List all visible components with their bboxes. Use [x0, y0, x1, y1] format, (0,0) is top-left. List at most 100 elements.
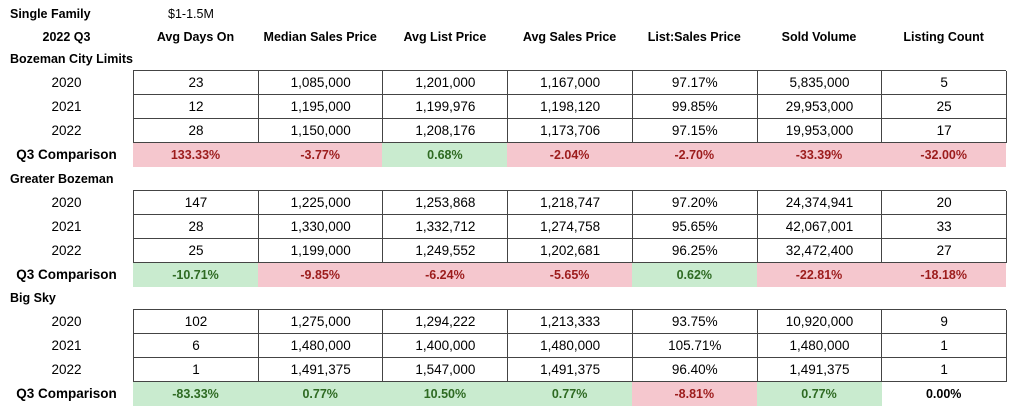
comparison-cell: 0.68% — [382, 143, 508, 167]
table-cell: 1,208,176 — [382, 119, 508, 143]
column-header: Sold Volume — [781, 30, 857, 44]
table-cell: 1,195,000 — [257, 95, 383, 119]
column-header: List:Sales Price — [647, 30, 741, 44]
column-header: Avg Sales Price — [522, 30, 617, 44]
comparison-cell: -2.04% — [507, 143, 633, 167]
table-cell: 1,330,000 — [257, 215, 383, 239]
comparison-cell: 133.33% — [133, 143, 258, 167]
table-cell: 32,472,400 — [756, 239, 882, 263]
table-cell: 1,150,000 — [257, 119, 383, 143]
table-cell: 17 — [881, 119, 1008, 143]
comparison-cell: -6.24% — [382, 263, 508, 287]
table-cell: 1,225,000 — [257, 191, 383, 215]
table-cell: 1,201,000 — [382, 71, 508, 95]
table-cell: 1 — [881, 334, 1008, 358]
table-cell: 1,173,706 — [507, 119, 633, 143]
table-cell: 1,480,000 — [756, 334, 882, 358]
table-cell: 5 — [881, 71, 1008, 95]
comparison-cell: 10.50% — [382, 382, 508, 406]
year-label: 2021 — [51, 99, 82, 114]
year-label: 2022 — [51, 362, 82, 377]
table-cell: 1,218,747 — [507, 191, 633, 215]
table-cell: 93.75% — [631, 310, 757, 334]
table-cell: 12 — [133, 95, 258, 119]
comparison-cell: -5.65% — [507, 263, 633, 287]
table-cell: 28 — [133, 215, 258, 239]
section-label: Greater Bozeman — [10, 172, 114, 186]
table-row: 2022 25 1,199,000 1,249,552 1,202,681 96.25% 3… — [0, 239, 1008, 263]
table-border — [133, 70, 1006, 71]
table-cell: 1,480,000 — [507, 334, 633, 358]
comparison-cell: -32.00% — [881, 143, 1007, 167]
table-cell: 1,274,758 — [507, 215, 633, 239]
year-label: 2021 — [51, 219, 82, 234]
table-cell: 1,253,868 — [382, 191, 508, 215]
comparison-label: Q3 Comparison — [16, 267, 117, 282]
table-cell: 105.71% — [631, 334, 757, 358]
table-border — [133, 190, 1006, 191]
year-label: 2020 — [51, 314, 82, 329]
table-cell: 1,199,976 — [382, 95, 508, 119]
comparison-cell: -18.18% — [881, 263, 1007, 287]
table-cell: 1,400,000 — [382, 334, 508, 358]
table-cell: 97.20% — [631, 191, 757, 215]
comparison-cell: -3.77% — [257, 143, 383, 167]
comparison-cell: -22.81% — [756, 263, 882, 287]
comparison-cell: -9.85% — [257, 263, 383, 287]
comparison-cell: -33.39% — [756, 143, 882, 167]
comparison-row: Q3 Comparison -83.33% 0.77% 10.50% 0.77% -8.8… — [0, 382, 1006, 406]
table-cell: 147 — [133, 191, 258, 215]
comparison-cell: 0.00% — [925, 387, 962, 401]
table-cell: 29,953,000 — [756, 95, 882, 119]
table-cell: 96.25% — [631, 239, 757, 263]
table-cell: 1,332,712 — [382, 215, 508, 239]
table-cell: 96.40% — [631, 358, 757, 382]
column-header: Median Sales Price — [263, 30, 377, 44]
table-cell: 24,374,941 — [756, 191, 882, 215]
report-title: Single Family — [10, 7, 91, 21]
table-cell: 25 — [133, 239, 258, 263]
comparison-row: Q3 Comparison -10.71% -9.85% -6.24% -5.65% 0.… — [0, 263, 1007, 287]
table-row: 2021 6 1,480,000 1,400,000 1,480,000 105.71% 1… — [0, 334, 1008, 358]
table-cell: 1,167,000 — [507, 71, 633, 95]
table-row: 2020 147 1,225,000 1,253,868 1,218,747 97.20%… — [0, 191, 1008, 215]
table-cell: 1 — [133, 358, 258, 382]
table-cell: 33 — [881, 215, 1008, 239]
comparison-row: Q3 Comparison 133.33% -3.77% 0.68% -2.04% -2.… — [0, 143, 1007, 167]
comparison-cell: -8.81% — [631, 382, 757, 406]
table-cell: 6 — [133, 334, 258, 358]
period-label: 2022 Q3 — [42, 30, 91, 44]
table-cell: 1,085,000 — [257, 71, 383, 95]
comparison-cell: -2.70% — [631, 143, 757, 167]
comparison-cell: 0.77% — [257, 382, 383, 406]
table-cell: 19,953,000 — [756, 119, 882, 143]
table-cell: 1,491,375 — [257, 358, 383, 382]
table-border — [133, 309, 1006, 310]
table-cell: 23 — [133, 71, 258, 95]
table-cell: 102 — [133, 310, 258, 334]
comparison-cell: -83.33% — [133, 382, 258, 406]
table-cell: 1,213,333 — [507, 310, 633, 334]
table-cell: 97.15% — [631, 119, 757, 143]
table-cell: 1,275,000 — [257, 310, 383, 334]
year-label: 2020 — [51, 75, 82, 90]
column-header: Avg List Price — [403, 30, 487, 44]
comparison-label: Q3 Comparison — [16, 386, 117, 401]
table-cell: 97.17% — [631, 71, 757, 95]
column-header: Avg Days On — [156, 30, 235, 44]
comparison-label: Q3 Comparison — [16, 147, 117, 162]
table-cell: 20 — [881, 191, 1008, 215]
table-row: 2021 28 1,330,000 1,332,712 1,274,758 95.65% 4… — [0, 215, 1008, 239]
table-cell: 1,547,000 — [382, 358, 508, 382]
comparison-cell: 0.62% — [631, 263, 757, 287]
table-row: 2020 102 1,275,000 1,294,222 1,213,333 93.75%… — [0, 310, 1008, 334]
year-label: 2022 — [51, 123, 82, 138]
table-cell: 95.65% — [631, 215, 757, 239]
table-cell: 27 — [881, 239, 1008, 263]
column-header: Listing Count — [903, 30, 984, 44]
table-row: 2020 23 1,085,000 1,201,000 1,167,000 97.17% 5… — [0, 71, 1008, 95]
section-label: Bozeman City Limits — [10, 52, 133, 66]
table-cell: 1,480,000 — [257, 334, 383, 358]
table-cell: 1,198,120 — [507, 95, 633, 119]
